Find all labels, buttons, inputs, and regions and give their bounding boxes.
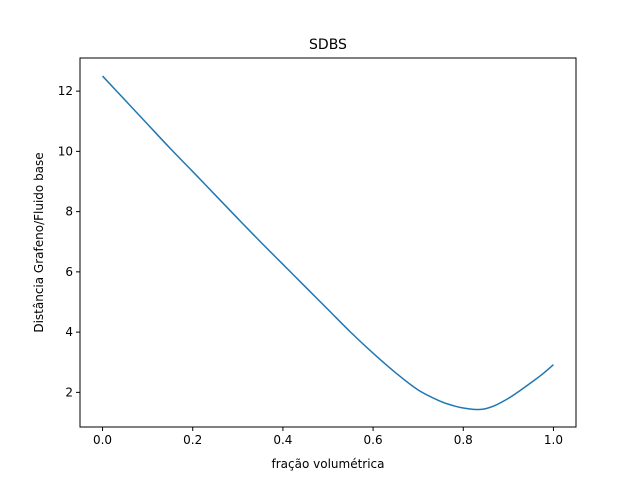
x-axis-label: fração volumétrica <box>272 457 385 471</box>
y-tick-label: 10 <box>58 144 73 158</box>
series-line <box>102 75 554 411</box>
x-tick-label: 0.2 <box>183 433 202 447</box>
y-axis-label: Distância Grafeno/Fluido base <box>32 152 46 332</box>
x-tick-label: 0.8 <box>454 433 473 447</box>
chart-title: SDBS <box>309 37 347 53</box>
x-tick-label: 1.0 <box>544 433 563 447</box>
y-axis-ticks: 2 4 6 8 10 12 <box>58 84 80 399</box>
y-tick-label: 8 <box>65 205 73 219</box>
x-tick-label: 0.6 <box>364 433 383 447</box>
x-tick-label: 0.0 <box>93 433 112 447</box>
x-axis-ticks: 0.0 0.2 0.4 0.6 0.8 1.0 <box>93 427 563 447</box>
x-tick-label: 0.4 <box>273 433 292 447</box>
y-tick-label: 6 <box>65 265 73 279</box>
y-tick-label: 2 <box>65 385 73 399</box>
plot-area <box>102 75 554 411</box>
y-tick-label: 12 <box>58 84 73 98</box>
y-tick-label: 4 <box>65 325 73 339</box>
axes-frame <box>79 57 577 428</box>
